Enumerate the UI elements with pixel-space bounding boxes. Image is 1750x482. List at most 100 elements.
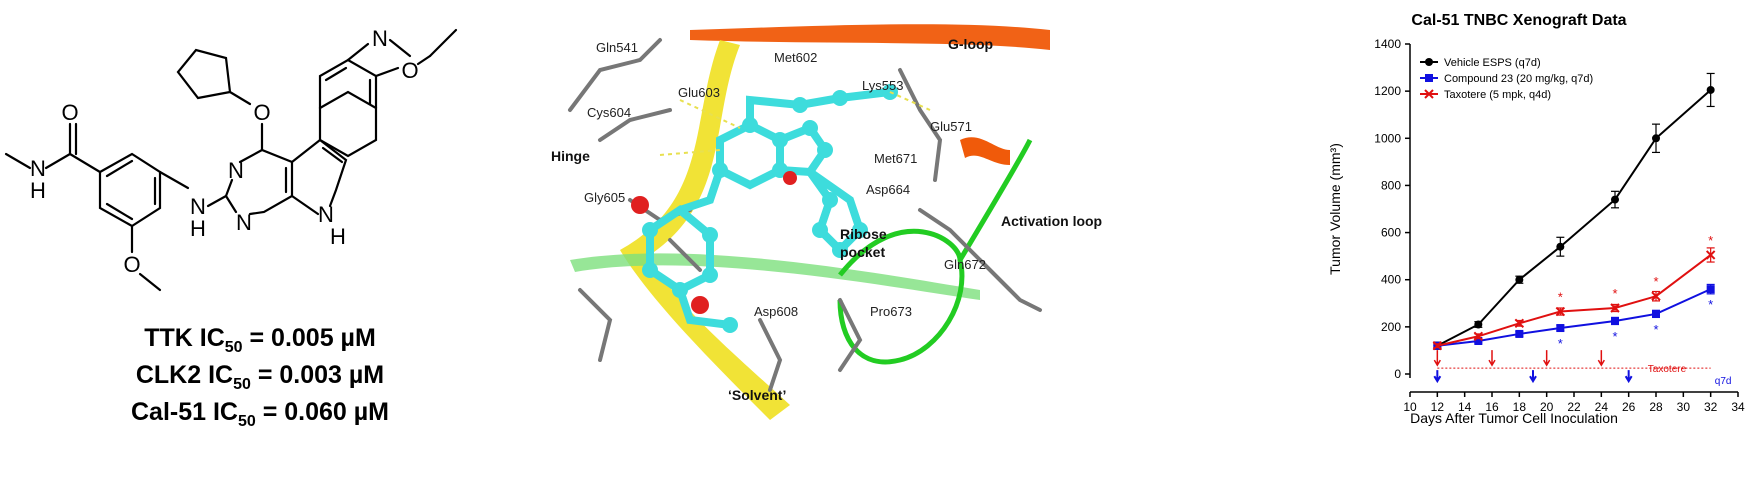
- data-point: [1652, 309, 1660, 318]
- significance-star: *: [1558, 290, 1563, 305]
- data-point: [1515, 275, 1524, 284]
- legend-marker: [1424, 89, 1434, 99]
- label-lys553: Lys553: [862, 78, 903, 93]
- label-gly605: Gly605: [584, 190, 625, 205]
- legend-marker: [1425, 58, 1433, 66]
- protein-structure-panel: Gln541 Met602 Glu603 Lys553 Cys604 Glu57…: [540, 0, 1250, 477]
- label-solvent: ‘Solvent’: [728, 387, 786, 403]
- activation-ribbon: [570, 253, 980, 300]
- x-tick-label: 22: [1567, 400, 1581, 414]
- taxotere-dosing-label: Taxotere: [1648, 364, 1687, 375]
- data-point: [1473, 331, 1484, 341]
- x-tick-label: 10: [1403, 400, 1417, 414]
- data-point: [1611, 316, 1619, 325]
- y-tick-label: 400: [1381, 273, 1401, 287]
- x-tick-label: 12: [1431, 400, 1445, 414]
- atom-n-pyrimidine-2: N: [236, 210, 252, 235]
- label-gln672: Gln672: [944, 257, 986, 272]
- label-pro673: Pro673: [870, 304, 912, 319]
- data-point: [1556, 324, 1565, 333]
- x-tick-label: 32: [1704, 400, 1718, 414]
- significance-star: *: [1708, 297, 1713, 312]
- data-point: [1474, 320, 1483, 329]
- label-met602: Met602: [774, 50, 817, 65]
- ic50-clk2: CLK2 IC50 = 0.003 µM: [135, 361, 385, 393]
- label-glu603: Glu603: [678, 85, 720, 100]
- activation-loop-ribbon: [837, 228, 965, 365]
- significance-star: *: [1653, 274, 1658, 289]
- label-pocket: pocket: [840, 244, 885, 260]
- taxotere-dose-arrow: [1597, 350, 1605, 367]
- legend-marker: [1425, 74, 1433, 82]
- atom-n-pyrrole: N: [318, 202, 334, 227]
- x-tick-label: 34: [1731, 400, 1745, 414]
- data-point: [1706, 285, 1715, 294]
- atom-o-ether: O: [253, 100, 270, 125]
- label-hinge: Hinge: [551, 148, 590, 164]
- label-met671: Met671: [874, 151, 917, 166]
- data-point: [1610, 303, 1620, 313]
- x-tick-label: 14: [1458, 400, 1472, 414]
- legend-label: Vehicle ESPS (q7d): [1444, 57, 1541, 69]
- y-axis-label: Tumor Volume (mm³): [1327, 143, 1343, 275]
- significance-star: *: [1708, 233, 1713, 248]
- significance-star: *: [1612, 286, 1617, 301]
- label-gln541: Gln541: [596, 40, 638, 55]
- y-tick-label: 800: [1381, 178, 1401, 192]
- data-point: [1651, 291, 1661, 301]
- atom-n-amine: N: [190, 194, 206, 219]
- ic50-cal51: Cal-51 IC50 = 0.060 µM: [130, 398, 389, 430]
- data-point: [1652, 134, 1660, 143]
- y-tick-label: 600: [1381, 226, 1401, 240]
- molecule-drawing: O N H O N H O N N N H N O: [4, 26, 458, 292]
- atom-n-oxazole: N: [372, 26, 388, 51]
- atom-n-pyrimidine-1: N: [228, 158, 244, 183]
- x-tick-label: 28: [1649, 400, 1663, 414]
- series-line: [1437, 254, 1712, 347]
- label-asp664: Asp664: [866, 182, 910, 197]
- binding-pocket-render: Gln541 Met602 Glu603 Lys553 Cys604 Glu57…: [551, 24, 1102, 420]
- data-point: [1705, 250, 1716, 260]
- data-point: [1556, 242, 1565, 251]
- y-tick-label: 1000: [1374, 131, 1401, 145]
- x-tick-label: 30: [1677, 400, 1691, 414]
- x-tick-label: 26: [1622, 400, 1636, 414]
- ic50-ttk: TTK IC50 = 0.005 µM: [144, 324, 376, 356]
- data-point: [1706, 85, 1715, 94]
- label-gloop: G-loop: [948, 36, 993, 52]
- data-point: [1432, 341, 1443, 351]
- x-axis-label: Days After Tumor Cell Inoculation: [1410, 410, 1618, 426]
- data-point: [1474, 337, 1483, 345]
- atom-o-methoxy: O: [123, 252, 140, 277]
- label-asp608: Asp608: [754, 304, 798, 319]
- label-glu571: Glu571: [930, 119, 972, 134]
- data-point: [1611, 195, 1619, 204]
- data-point: [1555, 306, 1566, 317]
- label-ribose: Ribose: [840, 226, 887, 242]
- y-tick-label: 1200: [1374, 84, 1401, 98]
- taxotere-dose-arrow: [1433, 350, 1441, 367]
- xenograft-chart-panel: Cal-51 TNBC Xenograft Data Days After Tu…: [1270, 0, 1750, 477]
- legend-label: Taxotere (5 mpk, q4d): [1444, 89, 1551, 101]
- y-tick-label: 200: [1381, 320, 1401, 334]
- y-tick-label: 0: [1394, 367, 1401, 381]
- compound-dose-arrow: [1433, 370, 1442, 384]
- gloop-ribbon: [690, 24, 1050, 50]
- atom-h-amide: H: [30, 178, 46, 203]
- atom-o-carbonyl: O: [61, 100, 78, 125]
- significance-star: *: [1612, 329, 1617, 344]
- y-tick-label: 1400: [1374, 37, 1401, 51]
- taxotere-dose-arrow: [1488, 350, 1496, 367]
- chart-title: Cal-51 TNBC Xenograft Data: [1411, 12, 1626, 29]
- x-tick-label: 18: [1513, 400, 1527, 414]
- atom-n-amide: N: [30, 156, 46, 181]
- compound-dosing-label: q7d: [1715, 376, 1732, 387]
- x-tick-label: 16: [1485, 400, 1499, 414]
- data-point: [1515, 329, 1524, 338]
- atom-h-pyrrole: H: [330, 224, 346, 249]
- compound-dose-arrow: [1529, 370, 1537, 384]
- label-cys604: Cys604: [587, 105, 631, 120]
- atom-o-oxazole: O: [401, 58, 418, 83]
- compound-dose-arrow: [1624, 370, 1633, 384]
- significance-star: *: [1558, 336, 1563, 351]
